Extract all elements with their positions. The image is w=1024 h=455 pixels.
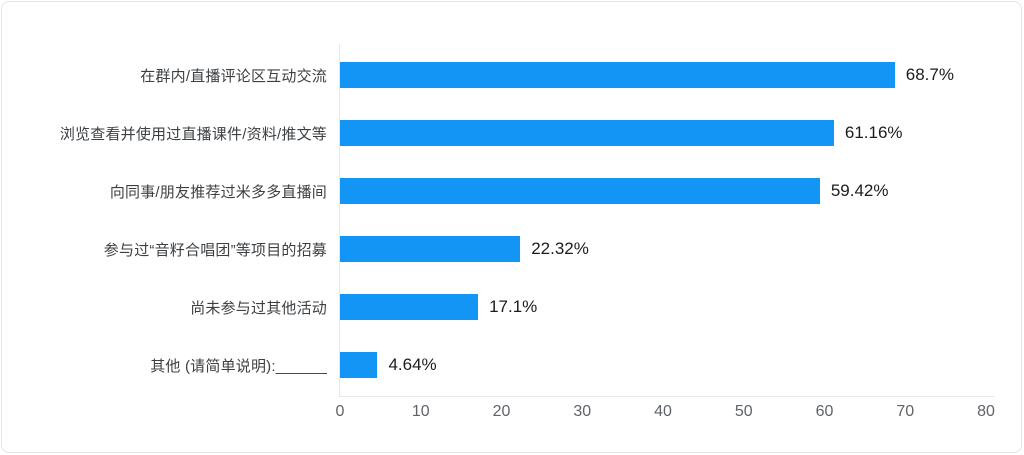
bar xyxy=(340,236,521,262)
value-label: 17.1% xyxy=(489,297,538,316)
chart-row: 其他 (请简单说明):______ 4.64% xyxy=(2,336,1016,394)
value-label: 59.42% xyxy=(830,181,889,200)
x-tick-label: 70 xyxy=(896,403,915,420)
value-label: 22.32% xyxy=(531,239,589,258)
category-label: 尚未参与过其他活动 xyxy=(190,299,327,317)
value-label: 4.64% xyxy=(388,355,437,374)
category-label: 浏览查看并使用过直播课件/资料/推文等 xyxy=(59,125,327,143)
bar xyxy=(340,120,834,146)
x-axis-ticks: 0 10 20 30 40 50 60 70 80 xyxy=(2,403,1021,425)
value-label: 61.16% xyxy=(844,123,903,142)
x-tick-label: 40 xyxy=(654,403,672,420)
category-label: 向同事/朋友推荐过米多多直播间 xyxy=(109,183,327,201)
x-tick-label: 10 xyxy=(411,403,430,420)
x-tick-label: 50 xyxy=(734,403,753,420)
chart-row: 参与过“音籽合唱团”等项目的招募 22.32% xyxy=(2,220,1016,278)
chart-row: 向同事/朋友推荐过米多多直播间 59.42% xyxy=(2,162,1016,220)
value-label: 68.7% xyxy=(905,65,954,84)
chart-row: 浏览查看并使用过直播课件/资料/推文等 61.16% xyxy=(2,104,1016,162)
bar xyxy=(340,62,895,88)
x-tick-label: 0 xyxy=(335,403,345,420)
x-tick-label: 80 xyxy=(977,403,995,420)
y-axis-line xyxy=(339,44,340,397)
category-label: 在群内/直播评论区互动交流 xyxy=(140,67,327,85)
chart-row: 尚未参与过其他活动 17.1% xyxy=(2,278,1016,336)
x-tick-label: 20 xyxy=(492,403,511,420)
x-tick-label: 30 xyxy=(573,403,592,420)
bar xyxy=(340,178,820,204)
bar xyxy=(340,352,378,378)
bar xyxy=(340,294,479,320)
x-axis-line xyxy=(339,396,994,397)
chart-row: 在群内/直播评论区互动交流 68.7% xyxy=(2,46,1016,104)
x-tick-label: 60 xyxy=(815,403,834,420)
category-label: 参与过“音籽合唱团”等项目的招募 xyxy=(103,241,327,259)
category-label: 其他 (请简单说明):______ xyxy=(150,357,327,375)
